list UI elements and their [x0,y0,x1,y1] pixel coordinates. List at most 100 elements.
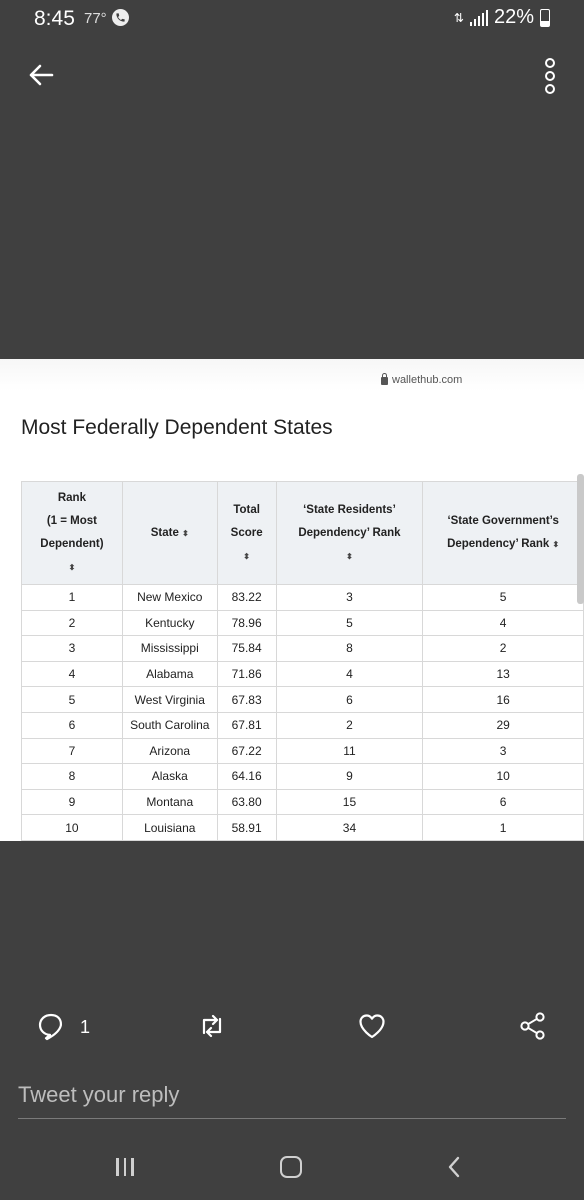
header-rank[interactable]: Rank (1 = Most Dependent) ⬍ [21,481,123,585]
sort-icon: ⬍ [68,563,76,572]
cell-score: 83.22 [216,584,277,611]
reply-placeholder: Tweet your reply [18,1082,180,1107]
system-navigation-bar [0,1138,584,1200]
cell-rank: 8 [21,763,123,790]
cell-rank: 7 [21,737,123,765]
table-row: 6 South Carolina 67.81 2 29 [21,711,584,739]
cell-government-rank: 13 [422,660,584,688]
more-vertical-icon [545,58,555,68]
cell-state: Alabama [121,660,218,688]
table-row: 10 Louisiana 58.91 34 1 [21,814,584,841]
cell-residents-rank: 2 [275,711,424,739]
table-scrollbar[interactable] [577,474,584,604]
call-icon [112,9,129,26]
site-url: wallethub.com [381,373,463,386]
cell-residents-rank: 4 [275,660,424,688]
cell-government-rank: 29 [422,711,584,739]
cell-residents-rank: 11 [275,737,424,765]
cell-residents-rank: 3 [275,584,424,611]
retweet-icon [202,1014,222,1038]
system-back-button[interactable] [444,1154,464,1185]
table-row: 9 Montana 63.80 15 6 [21,788,584,816]
status-bar: 8:45 77° ⇅ 22% [0,0,584,38]
cell-state: Mississippi [121,635,218,662]
cell-score: 67.81 [216,711,277,739]
table-row: 3 Mississippi 75.84 8 2 [21,635,584,662]
recents-icon [116,1158,119,1176]
sort-icon: ⬍ [552,540,560,549]
cell-rank: 6 [21,711,123,739]
data-transfer-icon: ⇅ [453,10,464,25]
cell-rank: 3 [21,635,123,662]
site-url-text: wallethub.com [392,374,463,386]
status-icons: ⇅ 22% [454,6,550,29]
cell-government-rank: 1 [422,814,584,841]
signal-icon [469,9,488,26]
cell-state: Louisiana [121,814,218,841]
recent-apps-button[interactable] [116,1158,134,1176]
cell-rank: 10 [21,814,123,841]
cell-state: Kentucky [121,609,218,637]
table-row: 4 Alabama 71.86 4 13 [21,660,584,688]
cell-government-rank: 2 [422,635,584,662]
table-row: 2 Kentucky 78.96 5 4 [21,609,584,637]
battery-percent: 22% [493,6,534,28]
cell-state: New Mexico [121,584,218,611]
cell-government-rank: 4 [422,609,584,637]
data-table: Rank (1 = Most Dependent) ⬍ State ⬍ Tota… [21,481,584,841]
page-title: Most Federally Dependent States [21,416,333,439]
cell-score: 58.91 [216,814,277,841]
cell-score: 67.83 [216,686,277,713]
cell-state: Montana [121,788,218,816]
share-icon [520,1012,545,1040]
cell-government-rank: 5 [422,584,584,611]
status-temperature: 77° [84,10,107,27]
comment-icon [38,1013,62,1041]
back-button[interactable] [22,56,60,94]
reply-button[interactable] [36,1011,66,1046]
cell-residents-rank: 34 [275,814,424,841]
cell-residents-rank: 6 [275,686,424,713]
cell-rank: 5 [21,686,123,713]
cell-government-rank: 3 [422,737,584,765]
cell-government-rank: 6 [422,788,584,816]
cell-rank: 9 [21,788,123,816]
like-button[interactable] [357,1011,387,1046]
cell-residents-rank: 9 [275,763,424,790]
sort-icon: ⬍ [182,528,189,538]
cell-score: 78.96 [216,609,277,637]
arrow-left-icon [29,64,54,86]
cell-state: South Carolina [121,711,218,739]
cell-government-rank: 10 [422,763,584,790]
cell-score: 67.22 [216,737,277,765]
more-options-button[interactable] [538,56,562,96]
share-button[interactable] [518,1011,548,1046]
table-row: 1 New Mexico 83.22 3 5 [21,584,584,611]
status-time: 8:45 [34,7,75,30]
cell-residents-rank: 5 [275,609,424,637]
retweet-button[interactable] [196,1011,228,1046]
header-state[interactable]: State ⬍ [121,481,218,585]
reply-count: 1 [80,1017,91,1037]
header-government-rank[interactable]: ‘State Government’s Dependency’ Rank ⬍ [422,481,584,585]
tweet-actions: 1 [0,1005,584,1049]
cell-score: 75.84 [216,635,277,662]
table-row: 7 Arizona 67.22 11 3 [21,737,584,765]
chevron-left-icon [448,1156,460,1178]
cell-rank: 1 [21,584,123,611]
cell-score: 71.86 [216,660,277,688]
cell-state: Alaska [121,763,218,790]
cell-rank: 2 [21,609,123,637]
heart-icon [359,1014,385,1039]
reply-input[interactable]: Tweet your reply [18,1078,566,1119]
battery-icon [540,8,550,27]
header-residents-rank[interactable]: ‘State Residents’ Dependency’ Rank ⬍ [275,481,424,585]
table-row: 5 West Virginia 67.83 6 16 [21,686,584,713]
header-total-score[interactable]: Total Score ⬍ [216,481,277,585]
home-button[interactable] [280,1156,302,1178]
sort-icon: ⬍ [243,551,250,561]
tweet-media-image[interactable]: wallethub.com Most Federally Dependent S… [0,359,584,841]
table-row: 8 Alaska 64.16 9 10 [21,763,584,790]
cell-rank: 4 [21,660,123,688]
cell-residents-rank: 8 [275,635,424,662]
